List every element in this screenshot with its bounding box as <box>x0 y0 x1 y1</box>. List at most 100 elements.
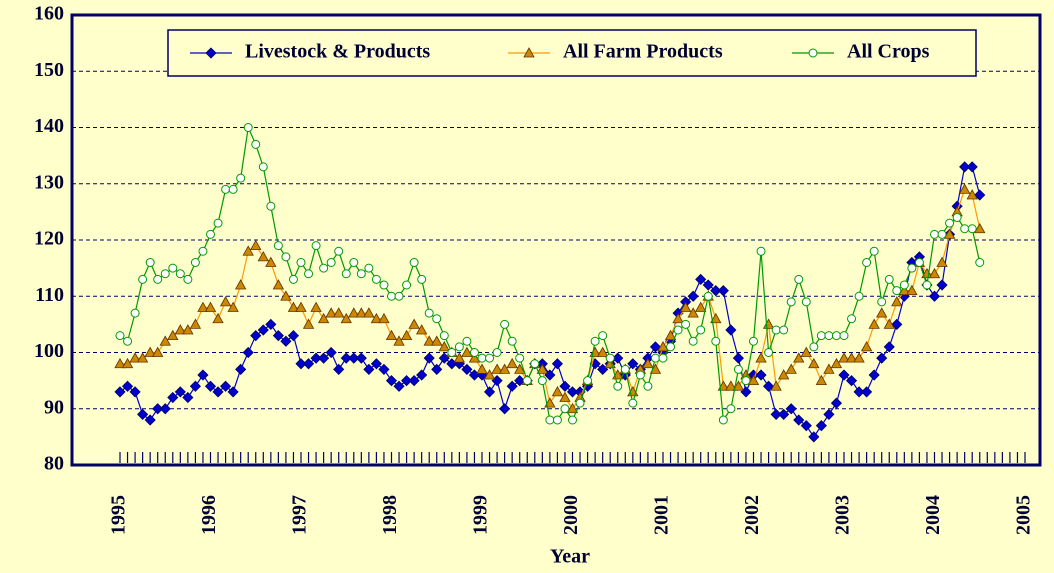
marker <box>530 359 540 369</box>
marker <box>945 218 955 228</box>
marker <box>590 336 600 346</box>
marker <box>370 312 383 324</box>
marker <box>212 386 224 398</box>
marker <box>868 318 880 329</box>
marker <box>236 173 246 183</box>
marker <box>755 352 767 363</box>
marker <box>786 297 796 307</box>
marker <box>272 279 285 290</box>
marker <box>764 348 774 357</box>
marker <box>416 369 428 381</box>
marker <box>189 318 202 329</box>
marker <box>302 318 315 329</box>
marker <box>228 184 238 194</box>
marker <box>174 324 187 335</box>
marker <box>537 376 547 386</box>
marker <box>605 353 615 363</box>
marker <box>695 273 707 285</box>
x-tick-label: 1995 <box>108 495 130 535</box>
marker <box>280 290 292 301</box>
marker <box>559 391 571 402</box>
marker <box>160 269 170 279</box>
marker <box>635 370 645 380</box>
marker <box>265 318 277 330</box>
marker <box>815 420 827 432</box>
y-tick-label: 110 <box>35 284 64 306</box>
marker <box>159 335 171 346</box>
marker <box>551 386 564 397</box>
legend-label: Livestock & Products <box>245 41 430 63</box>
marker <box>393 335 405 346</box>
marker <box>710 285 722 297</box>
marker <box>650 353 660 363</box>
legend-label: All Farm Products <box>563 41 723 63</box>
marker <box>371 274 381 284</box>
marker <box>221 184 231 194</box>
marker <box>702 279 714 291</box>
marker <box>393 380 405 392</box>
marker <box>325 346 337 359</box>
marker <box>937 229 947 239</box>
y-tick-label: 140 <box>34 115 64 137</box>
marker <box>853 352 865 363</box>
marker <box>974 222 986 234</box>
marker <box>492 348 502 357</box>
marker <box>838 352 850 363</box>
marker <box>975 258 985 267</box>
marker <box>242 346 254 359</box>
marker <box>204 380 217 392</box>
marker <box>302 358 315 370</box>
marker <box>771 325 781 335</box>
legend-label: All Crops <box>847 41 930 63</box>
marker <box>703 291 713 301</box>
marker <box>144 414 156 426</box>
marker <box>551 358 563 370</box>
marker <box>884 274 894 284</box>
marker <box>816 331 826 341</box>
marker <box>839 331 849 341</box>
marker <box>566 402 579 414</box>
marker <box>695 301 707 312</box>
marker <box>800 346 812 357</box>
marker <box>907 263 917 273</box>
marker <box>860 341 873 352</box>
marker <box>235 363 247 375</box>
marker <box>958 183 971 194</box>
marker <box>666 342 676 352</box>
marker <box>304 269 314 279</box>
marker <box>845 375 858 387</box>
x-tick-label: 2005 <box>1013 495 1035 535</box>
y-tick-label: 90 <box>44 396 64 418</box>
marker <box>613 381 623 391</box>
marker <box>409 258 419 267</box>
marker <box>432 314 442 324</box>
marker <box>914 258 924 267</box>
marker <box>152 346 164 357</box>
x-tick-label: 1997 <box>289 495 311 535</box>
marker <box>514 363 526 374</box>
marker <box>876 307 888 318</box>
marker <box>462 336 472 346</box>
marker <box>959 161 971 173</box>
marker <box>499 403 511 415</box>
marker <box>559 380 571 392</box>
marker <box>334 246 344 256</box>
marker <box>258 162 268 172</box>
marker <box>756 246 766 256</box>
marker <box>960 224 970 234</box>
marker <box>145 258 155 267</box>
marker <box>500 319 510 329</box>
marker <box>664 329 677 341</box>
marker <box>966 161 978 173</box>
marker <box>823 363 835 374</box>
marker <box>424 308 434 318</box>
marker <box>596 346 609 357</box>
marker <box>763 380 775 392</box>
marker <box>447 348 457 357</box>
marker <box>883 318 895 329</box>
marker <box>928 267 941 279</box>
marker <box>681 319 691 329</box>
x-tick-label: 1998 <box>379 495 401 535</box>
